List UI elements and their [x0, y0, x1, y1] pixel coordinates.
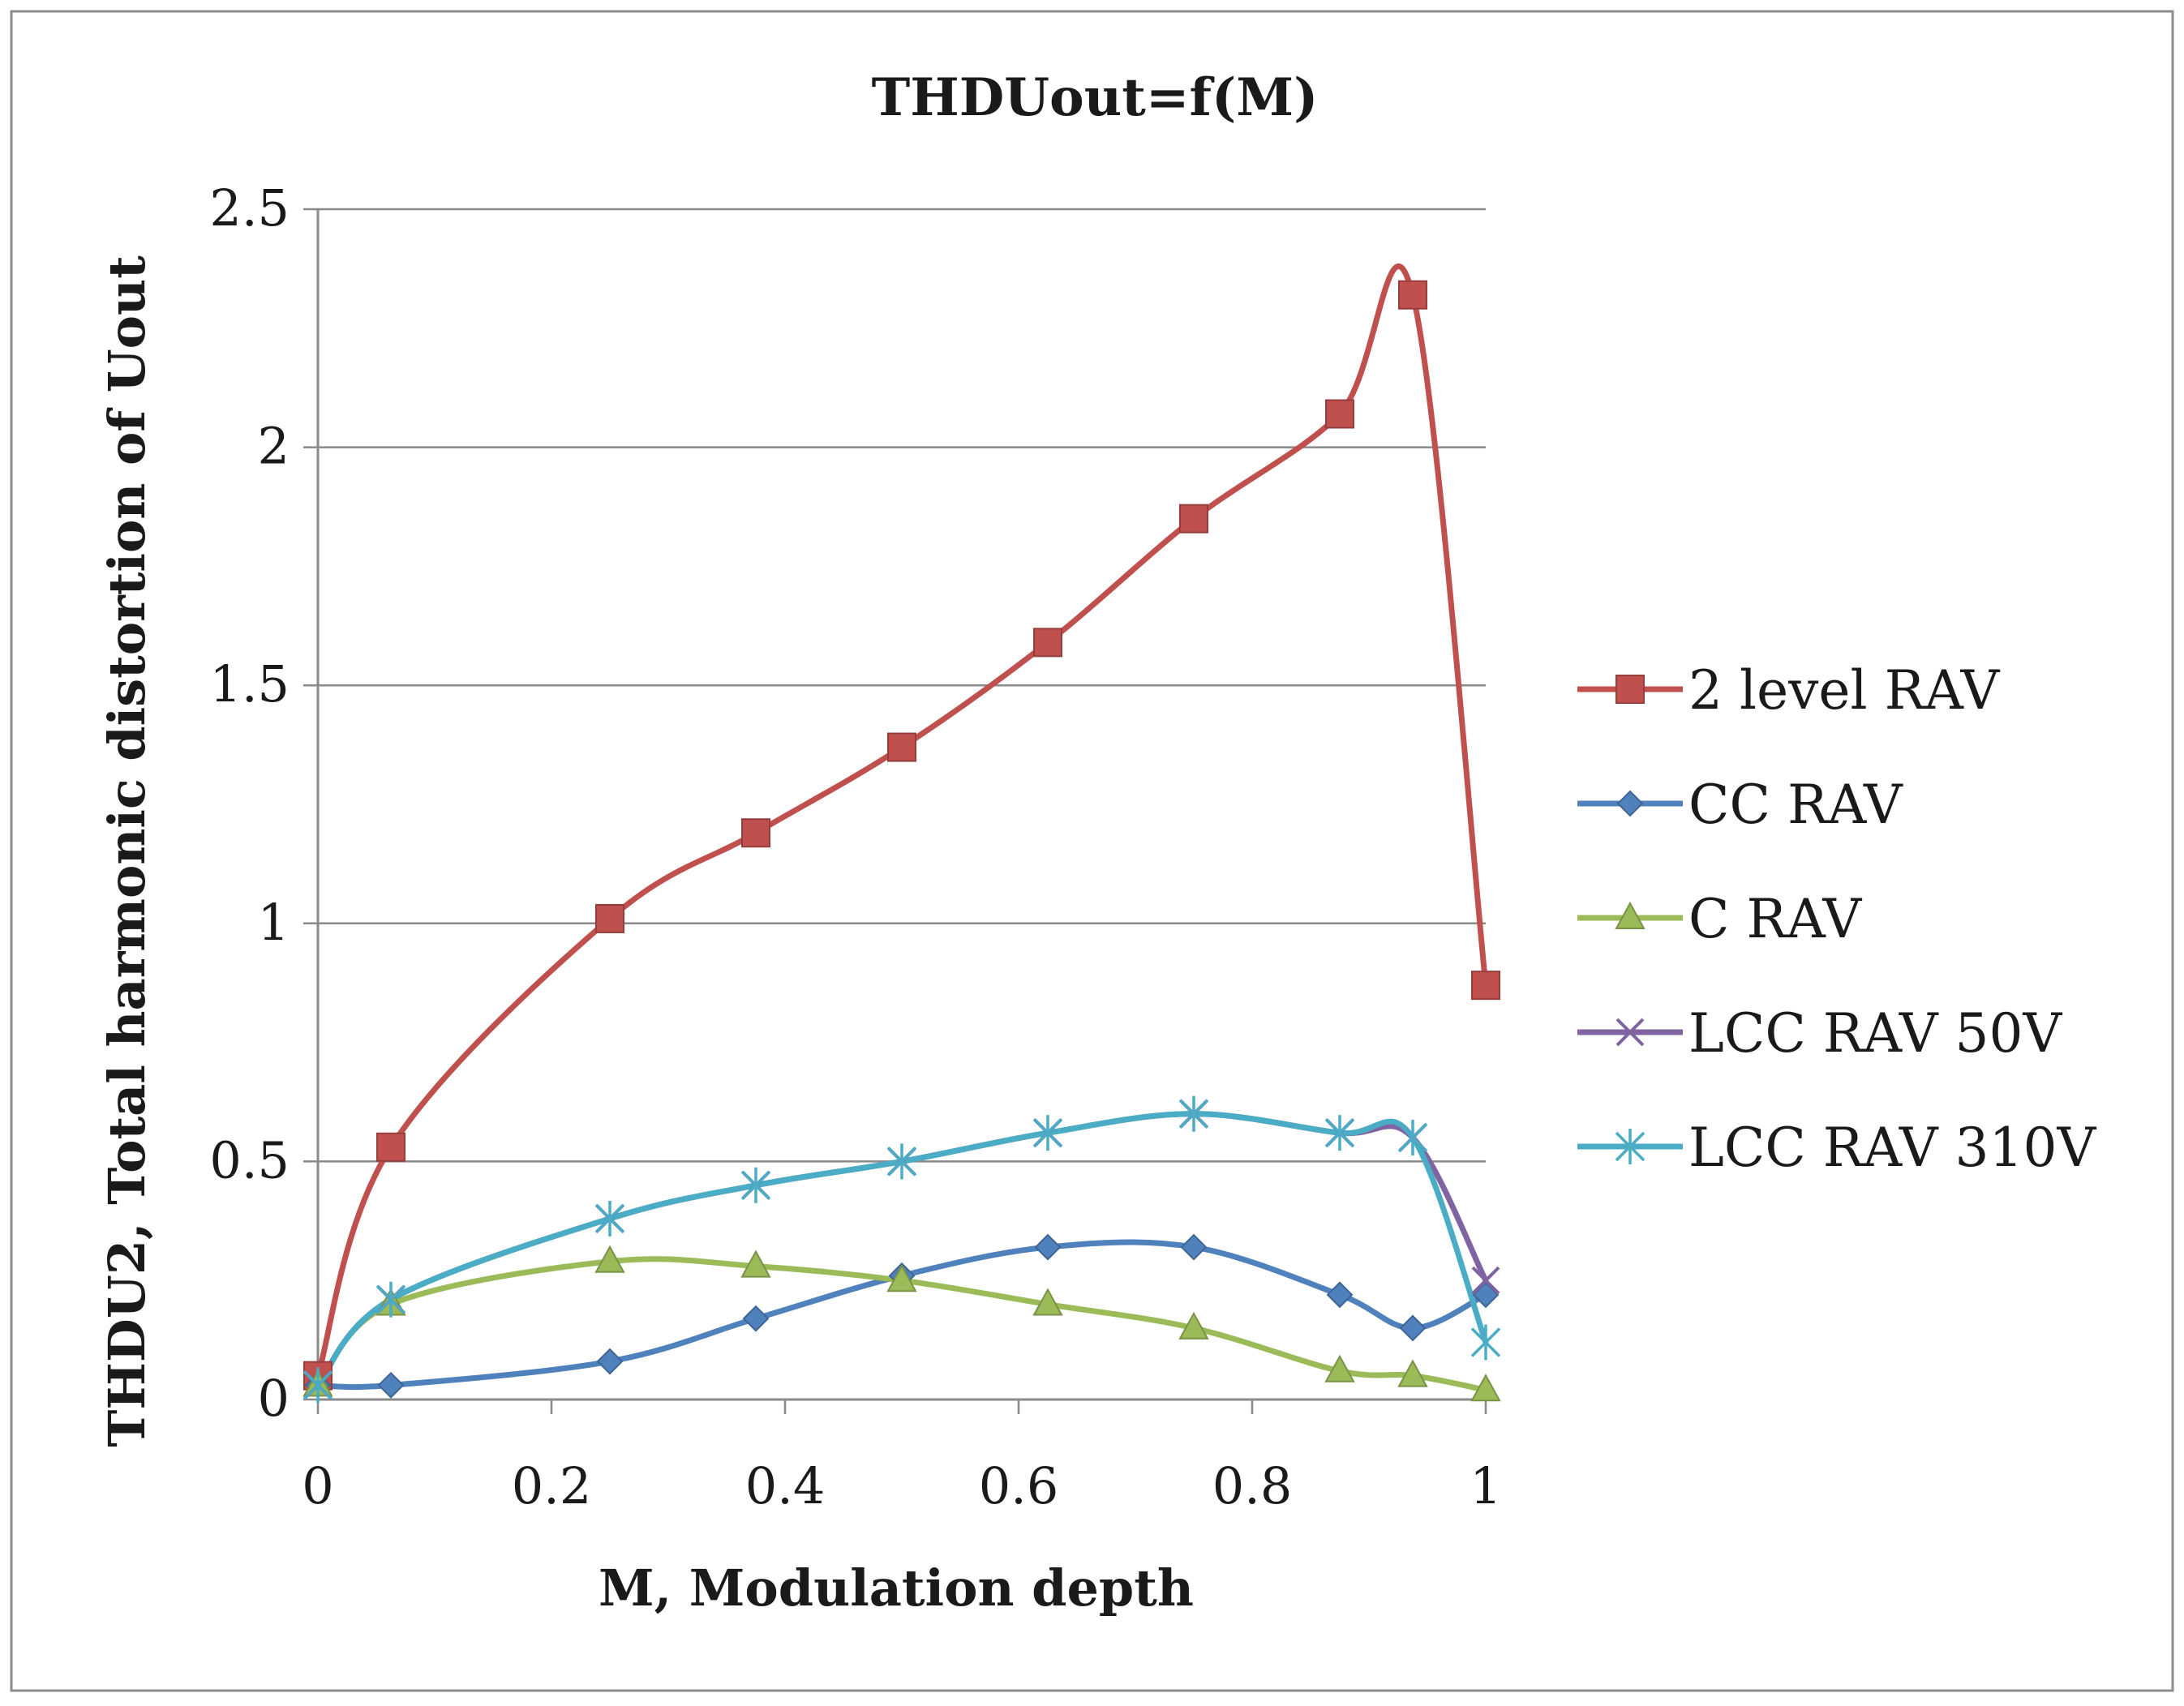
legend-label: CC RAV [1688, 774, 1903, 836]
legend-item-lcc-rav-50v: LCC RAV 50V [1577, 1002, 2063, 1065]
data-point-2-level-rav [1179, 504, 1208, 534]
data-point-2-level-rav [887, 732, 916, 762]
y-tick-label: 2 [258, 417, 290, 476]
x-axis-label: M, Modulation depth [599, 1558, 1194, 1618]
data-point-2-level-rav [741, 818, 770, 848]
data-point-2-level-rav [1471, 971, 1500, 1001]
legend-label: LCC RAV 50V [1688, 1002, 2063, 1065]
x-tick-label: 0 [302, 1456, 333, 1515]
data-point-cc-rav [1180, 1233, 1208, 1261]
data-point-c-rav [1470, 1374, 1501, 1402]
gridlines [318, 208, 1486, 1163]
legend-item-2-level-rav: 2 level RAV [1577, 659, 2001, 722]
data-point-c-rav [594, 1245, 625, 1273]
legend: 2 level RAV CC RAV C RAV LCC RAV 50V LCC RAV… [1577, 659, 2096, 1179]
x-tick-label: 1 [1470, 1456, 1501, 1515]
data-point-lcc-rav-310v [375, 1281, 406, 1318]
y-tick-label: 2.5 [209, 178, 290, 238]
legend-marker-triangle [1615, 901, 1646, 929]
data-point-cc-rav [1034, 1233, 1062, 1261]
legend-item-c-rav: C RAV [1577, 888, 1863, 950]
data-point-cc-rav [1399, 1314, 1427, 1342]
data-point-lcc-rav-310v [1032, 1115, 1063, 1151]
legend-label: LCC RAV 310V [1688, 1117, 2096, 1179]
data-point-c-rav [1032, 1288, 1063, 1316]
data-point-lcc-rav-310v [1324, 1115, 1355, 1151]
data-point-c-rav [1397, 1359, 1428, 1387]
data-point-cc-rav [742, 1305, 770, 1332]
chart-title: THDUout=f(M) [872, 67, 1319, 128]
data-point-lcc-rav-310v [594, 1200, 625, 1237]
x-tick-label: 0.8 [1212, 1456, 1293, 1515]
y-axis-label: THDU2, Total harmonic distortion of Uout [97, 255, 157, 1447]
legend-marker-x [1615, 1018, 1645, 1047]
data-point-lcc-rav-310v [886, 1143, 917, 1180]
data-point-cc-rav [596, 1348, 624, 1375]
data-point-cc-rav [1326, 1281, 1354, 1309]
legend-item-cc-rav: CC RAV [1577, 774, 1903, 836]
data-point-2-level-rav [1033, 628, 1062, 658]
legend-item-lcc-rav-310v: LCC RAV 310V [1577, 1117, 2096, 1179]
data-point-lcc-rav-310v [1397, 1120, 1428, 1156]
data-point-2-level-rav [1325, 399, 1354, 429]
data-point-c-rav [1178, 1311, 1209, 1340]
data-point-lcc-rav-310v [1178, 1095, 1209, 1132]
series-line-cc-rav [315, 1239, 1489, 1391]
data-point-c-rav [886, 1264, 917, 1292]
axes [303, 208, 1487, 1414]
data-point-c-rav [1324, 1354, 1355, 1382]
data-point-lcc-rav-50v [1471, 1266, 1500, 1295]
legend-label: C RAV [1688, 888, 1863, 950]
x-tick-label: 0.6 [979, 1456, 1059, 1515]
legend-marker-square [1615, 675, 1645, 704]
legend-marker-star [1615, 1129, 1646, 1164]
y-tick-label: 0.5 [209, 1130, 290, 1189]
data-point-2-level-rav [595, 903, 624, 933]
y-tick-label: 0 [258, 1369, 290, 1428]
data-point-lcc-rav-310v [1470, 1324, 1501, 1361]
tick-labels: 0 0.5 1 1.5 2 2.5 0 0.2 0.4 0.6 0.8 1 [209, 178, 1501, 1515]
y-tick-label: 1 [258, 893, 290, 952]
chart-frame [10, 10, 2174, 1692]
legend-marker-diamond [1616, 790, 1644, 817]
series-markers [302, 280, 1501, 1404]
x-tick-label: 0.2 [512, 1456, 592, 1515]
data-point-cc-rav [377, 1371, 405, 1399]
y-tick-label: 1.5 [209, 654, 290, 714]
data-point-c-rav [740, 1249, 771, 1278]
data-point-2-level-rav [1398, 280, 1427, 310]
legend-label: 2 level RAV [1688, 659, 2001, 722]
data-point-lcc-rav-310v [740, 1167, 771, 1203]
series-line-lcc-rav-310v [315, 1111, 1489, 1388]
x-tick-label: 0.4 [745, 1456, 826, 1515]
data-point-2-level-rav [376, 1132, 405, 1162]
data-point-lcc-rav-310v [302, 1367, 333, 1404]
